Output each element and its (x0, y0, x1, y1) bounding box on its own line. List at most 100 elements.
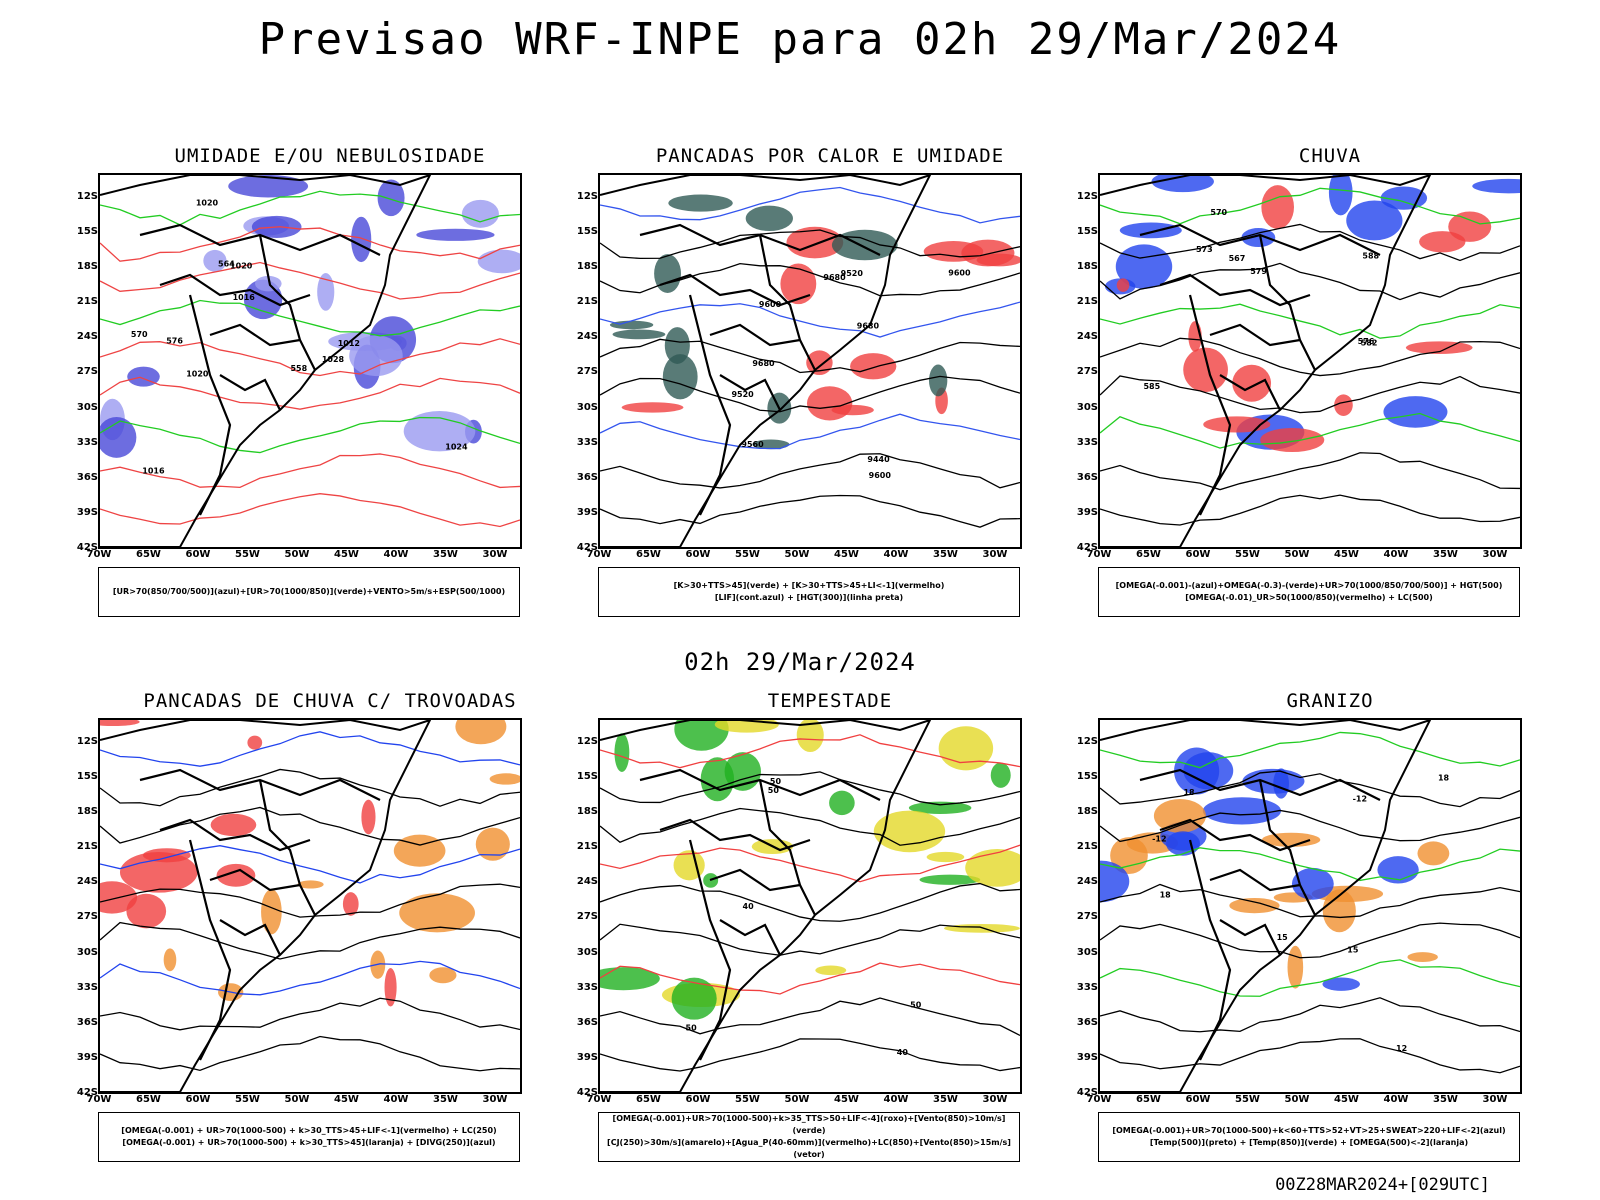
map-frame: -12 18 18 15 12 15 18 -12 (1098, 718, 1522, 1094)
contour-label: 12 (1396, 1044, 1407, 1053)
lon-label: 45W (334, 1094, 359, 1105)
map-canvas: 1016 1020 1020 1016 1024 1028 570 576 564 558 1020… (100, 175, 520, 547)
lon-label: 50W (1284, 1094, 1310, 1105)
lat-label: 21S (1076, 841, 1098, 853)
forecast-area (461, 199, 499, 228)
country-border (688, 294, 732, 516)
country-border (758, 779, 816, 916)
contour-line (100, 960, 520, 996)
lat-label: 39S (576, 1051, 598, 1063)
forecast-area (621, 402, 684, 413)
lon-label: 60W (185, 549, 211, 560)
contour-label: 588 (1362, 252, 1379, 261)
map-canvas (100, 720, 520, 1092)
contour-label: 18 (1183, 788, 1195, 797)
lat-label: 36S (1076, 471, 1098, 483)
forecast-area (1472, 178, 1520, 194)
contour-line (600, 1038, 1020, 1072)
lon-label: 60W (1185, 1094, 1211, 1105)
lon-label: 30W (482, 1094, 508, 1105)
forecast-area (926, 851, 965, 863)
map-canvas: 588 585 582 579 576 573 570 567 (1100, 175, 1520, 547)
lat-label: 27S (1076, 911, 1098, 923)
map-panel: GRANIZO -12 18 18 15 12 15 18 -12 12S 15S 18S 21S 24S… (1077, 690, 1560, 1162)
lon-label: 45W (834, 1094, 859, 1105)
forecast-area (780, 263, 817, 305)
main-title: Previsao WRF-INPE para 02h 29/Mar/2024 (258, 14, 1342, 65)
lat-label: 12S (1076, 191, 1098, 202)
lon-label: 40W (1383, 1094, 1409, 1105)
map-canvas: -12 18 18 15 12 15 18 -12 (1100, 720, 1520, 1092)
contour-label: 18 (1160, 890, 1172, 899)
lat-label: 15S (76, 226, 98, 238)
lat-label: 42S (76, 541, 98, 553)
forecast-area (965, 849, 1020, 887)
contour-line (600, 962, 1020, 995)
lon-label: 35W (933, 549, 958, 560)
map-panel: UMIDADE E/OU NEBULOSIDADE 1016 1020 1020 101… (77, 145, 560, 617)
contour-line (100, 190, 520, 226)
forecast-area (1183, 347, 1228, 393)
contour-line (600, 494, 1020, 528)
contour-line (100, 806, 520, 846)
forecast-area (609, 320, 654, 330)
forecast-area (674, 720, 729, 751)
country-border (719, 919, 781, 956)
contour-line (1100, 847, 1520, 882)
forecast-area (1241, 228, 1276, 248)
sub-title: 02h 29/Mar/2024 (684, 648, 916, 676)
legend-line: [OMEGA(-0.001)-(azul)+OMEGA(-0.3)-(verde… (1115, 581, 1503, 590)
country-border (1188, 294, 1232, 516)
contour-label: 9520 (731, 390, 754, 399)
lat-label: 36S (76, 1016, 98, 1028)
contour-line (100, 921, 520, 960)
contour-line (600, 771, 1020, 806)
forecast-area (671, 977, 717, 1020)
contour-line (1100, 922, 1520, 959)
panel-legend: [OMEGA(-0.001)-(azul)+OMEGA(-0.3)-(verde… (1098, 567, 1520, 617)
contour-line (1100, 494, 1520, 526)
contour-line (600, 301, 1020, 338)
lat-label: 30S (576, 401, 598, 413)
coastline (1100, 720, 1432, 1092)
lat-label: 39S (576, 506, 598, 518)
lat-label: 27S (76, 911, 98, 923)
contour-label: 9600 (869, 471, 892, 480)
lon-label: 55W (735, 1094, 760, 1105)
contour-line (600, 453, 1020, 489)
lat-label: 33S (576, 981, 598, 993)
contour-label: -12 (1353, 794, 1367, 803)
lon-label: 35W (933, 1094, 958, 1105)
contour-label: 9600 (948, 268, 971, 277)
contour-label: 9680 (857, 322, 880, 331)
lon-label: 50W (284, 1094, 310, 1105)
country-border (188, 294, 232, 516)
forecast-area (919, 874, 981, 885)
country-border (219, 919, 281, 956)
country-border (209, 868, 301, 892)
legend-line: [OMEGA(-0.001)+UR>70(1000-500)+k<60+TTS>… (1112, 1126, 1506, 1135)
country-border (1258, 779, 1316, 916)
map-frame: 588 585 582 579 576 573 570 567 (1098, 173, 1522, 549)
lat-label: 24S (576, 331, 598, 343)
contour-label: 585 (1143, 382, 1160, 391)
contour-label: 9440 (867, 455, 890, 464)
contour-label: 576 (1358, 337, 1375, 346)
contour-label: 40 (897, 1048, 909, 1057)
lat-label: 12S (576, 191, 598, 202)
lon-label: 30W (1482, 1094, 1508, 1105)
forecast-area (1153, 798, 1206, 833)
lat-label: 30S (76, 946, 98, 958)
forecast-area (203, 249, 227, 272)
lon-label: 55W (235, 549, 260, 560)
lon-label: 30W (482, 549, 508, 560)
forecast-area (255, 275, 282, 292)
lon-label: 30W (1482, 549, 1508, 560)
lon-label: 70W (86, 1094, 112, 1105)
lat-label: 18S (576, 806, 598, 818)
coastline (100, 720, 432, 1092)
lat-label: 33S (1076, 436, 1098, 448)
country-border (709, 323, 801, 347)
map-frame (98, 718, 522, 1094)
legend-line: [K>30+TTS>45](verde) + [K>30+TTS>45+LI<-… (673, 581, 945, 590)
